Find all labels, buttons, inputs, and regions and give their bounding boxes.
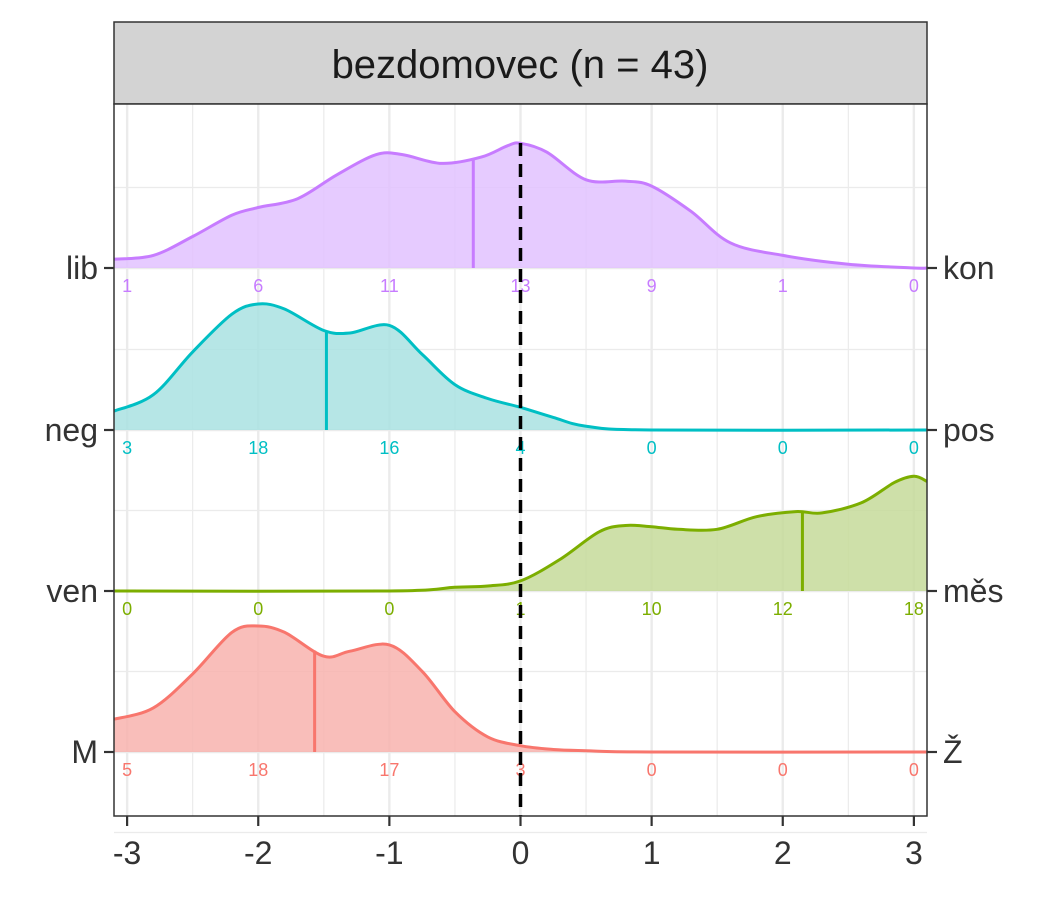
density-line bbox=[113, 302, 928, 432]
count-label: 10 bbox=[642, 599, 662, 619]
facet-strip bbox=[113, 21, 928, 105]
count-label: 18 bbox=[248, 760, 268, 780]
x-tick-label: 1 bbox=[643, 835, 661, 871]
count-label: 0 bbox=[778, 760, 788, 780]
count-label: 0 bbox=[909, 276, 919, 296]
y-label-right: kon bbox=[943, 250, 995, 286]
count-label: 0 bbox=[253, 599, 263, 619]
facet-title: bezdomovec (n = 43) bbox=[332, 43, 709, 87]
density-area bbox=[114, 625, 927, 753]
y-label-left: ven bbox=[46, 573, 98, 609]
count-label: 0 bbox=[384, 599, 394, 619]
count-label: 18 bbox=[248, 438, 268, 458]
count-label: 17 bbox=[379, 760, 399, 780]
density-ridges: 5181730000001101218318164000161113910 bbox=[113, 141, 928, 780]
density-line bbox=[113, 141, 928, 270]
density-area bbox=[114, 476, 927, 592]
y-label-left: lib bbox=[66, 250, 98, 286]
x-tick-label: -3 bbox=[113, 835, 141, 871]
count-label: 6 bbox=[253, 276, 263, 296]
count-label: 1 bbox=[778, 276, 788, 296]
density-area bbox=[114, 142, 927, 269]
count-label: 18 bbox=[904, 599, 924, 619]
ridge-lib: 1 6 11 13 9 1 0 bbox=[113, 141, 928, 296]
density-line bbox=[113, 474, 928, 593]
count-label: 1 bbox=[122, 276, 132, 296]
count-label: 9 bbox=[647, 276, 657, 296]
x-tick-label: 2 bbox=[774, 835, 792, 871]
density-line bbox=[113, 624, 928, 754]
count-label: 13 bbox=[510, 276, 530, 296]
count-label: 0 bbox=[909, 438, 919, 458]
x-tick-label: -1 bbox=[375, 835, 403, 871]
y-label-right: pos bbox=[943, 412, 995, 448]
x-tick-label: 0 bbox=[512, 835, 530, 871]
count-label: 11 bbox=[380, 276, 399, 296]
y-label-right: měs bbox=[943, 573, 1003, 609]
count-label: 0 bbox=[647, 760, 657, 780]
x-tick-label: -2 bbox=[244, 835, 272, 871]
x-axis: -3 -2 -1 0 1 2 3 bbox=[113, 816, 923, 871]
y-label-left: M bbox=[71, 734, 98, 770]
ridge-ven: 0001101218 bbox=[113, 474, 928, 619]
ridge-M: 5 18 17 3 0 0 0 bbox=[113, 624, 928, 780]
count-label: 0 bbox=[647, 438, 657, 458]
count-label: 3 bbox=[515, 760, 525, 780]
count-label: 12 bbox=[773, 599, 793, 619]
count-label: 16 bbox=[379, 438, 399, 458]
x-tick-label: 3 bbox=[905, 835, 923, 871]
y-label-left: neg bbox=[45, 412, 98, 448]
count-label: 0 bbox=[909, 760, 919, 780]
count-label: 5 bbox=[122, 760, 132, 780]
y-label-right: Ž bbox=[943, 734, 963, 770]
count-label: 0 bbox=[778, 438, 788, 458]
density-area bbox=[114, 303, 927, 431]
count-label: 3 bbox=[122, 438, 132, 458]
count-label: 0 bbox=[122, 599, 132, 619]
